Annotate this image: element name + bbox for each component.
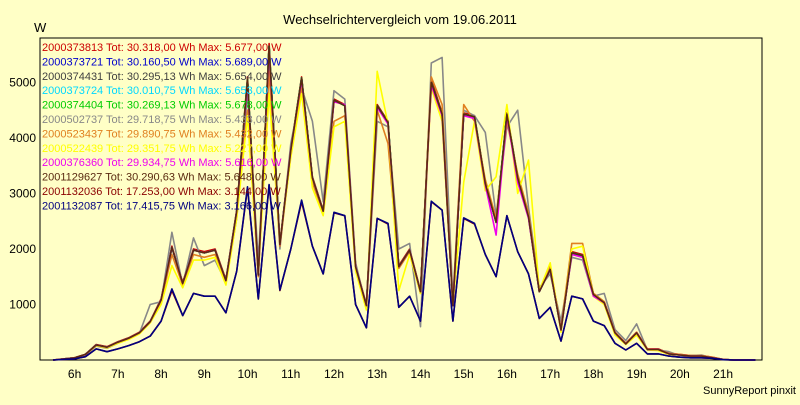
x-tick-label: 12h [324,367,344,381]
legend-entry-2000374431: 2000374431 Tot: 30.295,13 Wh Max: 5.654,… [42,71,282,83]
series-layer [52,42,756,361]
y-tick-label: 3000 [9,186,36,200]
legend-entry-2000522439: 2000522439 Tot: 29.351,75 Wh Max: 5.227,… [42,143,282,155]
legend-entry-2000523437: 2000523437 Tot: 29.890,75 Wh Max: 5.432,… [42,128,282,140]
series-line-2000502737 [52,56,756,361]
x-tick-label: 21h [713,367,733,381]
y-axis-unit: W [34,20,47,35]
x-tick-label: 7h [111,367,124,381]
x-tick-label: 20h [670,367,690,381]
legend-entry-2000376360: 2000376360 Tot: 29.934,75 Wh Max: 5.616,… [42,157,282,169]
y-tick-label: 2000 [9,242,36,256]
x-tick-label: 14h [410,367,430,381]
legend-entry-2000373813: 2000373813 Tot: 30.318,00 Wh Max: 5.677,… [42,42,282,54]
legend: 2000373813 Tot: 30.318,00 Wh Max: 5.677,… [42,42,282,212]
legend-entry-2000373721: 2000373721 Tot: 30.160,50 Wh Max: 5.689,… [42,56,282,68]
series-line-2001132087 [52,183,756,361]
x-tick-label: 11h [281,367,300,381]
x-tick-label: 9h [198,367,211,381]
y-tick-label: 4000 [9,131,36,145]
x-tick-label: 15h [454,367,474,381]
legend-entry-2001132036: 2001132036 Tot: 17.253,00 Wh Max: 3.144,… [42,186,281,198]
x-tick-label: 6h [68,367,81,381]
x-tick-label: 16h [497,367,517,381]
legend-entry-2000502737: 2000502737 Tot: 29.718,75 Wh Max: 5.433,… [42,114,282,126]
y-tick-label: 1000 [9,297,36,311]
x-tick-label: 18h [583,367,603,381]
legend-entry-2000373724: 2000373724 Tot: 30.010,75 Wh Max: 5.653,… [42,85,282,97]
x-tick-label: 17h [540,367,560,381]
x-tick-label: 10h [238,367,258,381]
x-tick-label: 13h [367,367,387,381]
legend-entry-2000374404: 2000374404 Tot: 30.269,13 Wh Max: 5.678,… [42,100,282,112]
legend-entry-2001132087: 2001132087 Tot: 17.415,75 Wh Max: 3.166,… [42,200,281,212]
y-tick-label: 5000 [9,75,36,89]
footer-label: SunnyReport pinxit [703,385,796,397]
chart-title: Wechselrichtervergleich vom 19.06.2011 [283,12,517,27]
x-tick-label: 19h [627,367,647,381]
x-tick-label: 8h [154,367,167,381]
series-line-2001129627 [52,45,756,361]
series-line-2000522439 [52,70,756,361]
legend-entry-2001129627: 2001129627 Tot: 30.290,63 Wh Max: 5.648,… [42,172,281,184]
